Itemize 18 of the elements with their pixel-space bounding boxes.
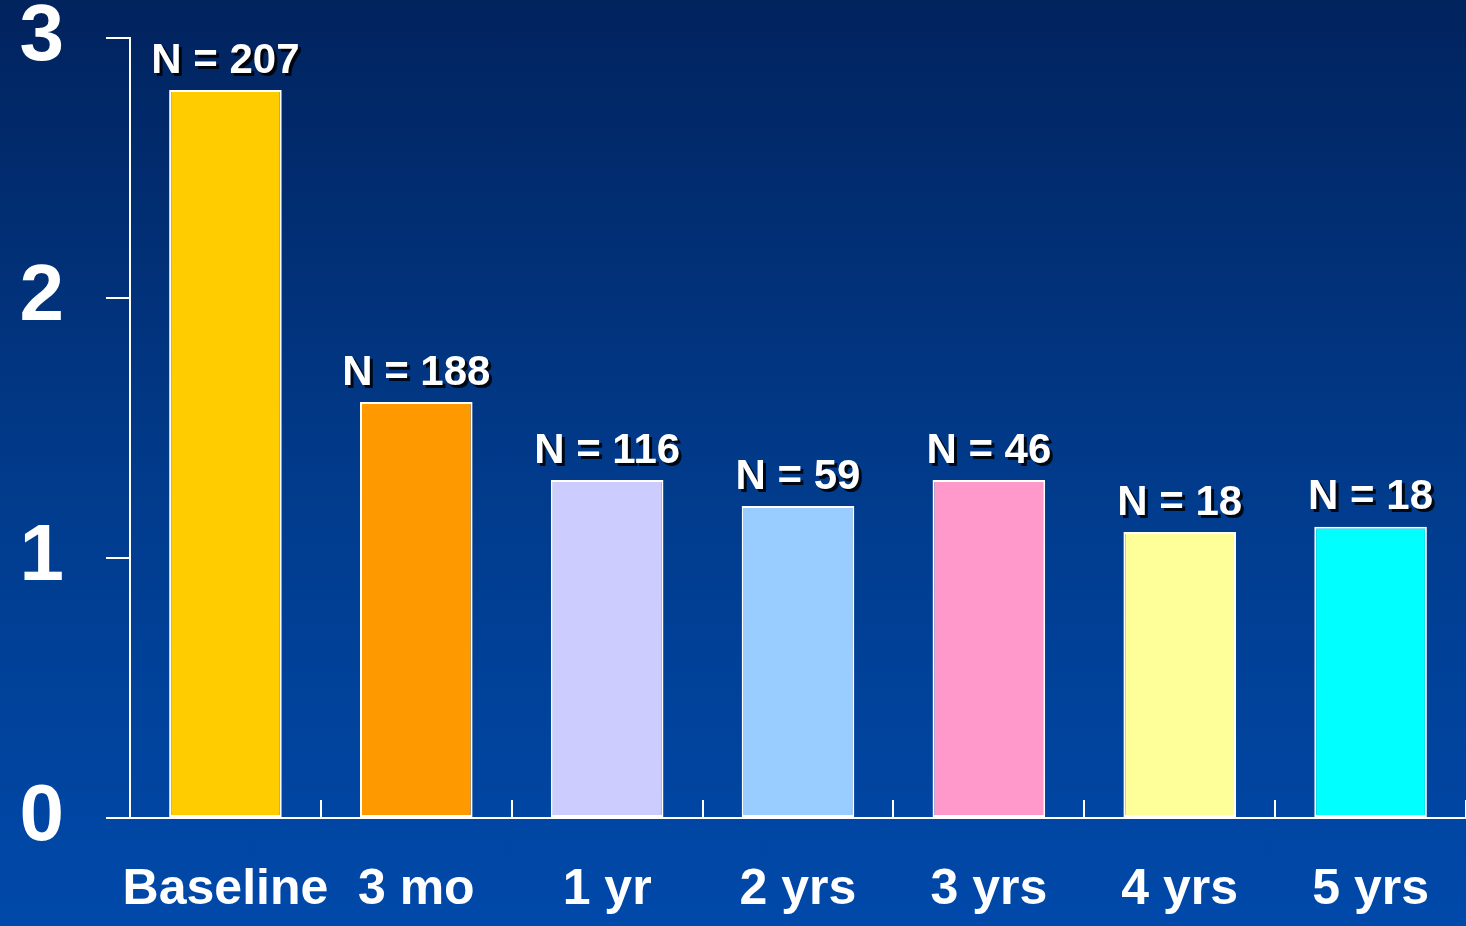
annotation: N = 18 — [1308, 471, 1434, 519]
x-tick-label: 3 mo — [357, 858, 475, 915]
x-tick-label: 1 yr — [562, 858, 652, 915]
x-tick-label: Baseline — [122, 858, 329, 915]
annotation: N = 46 — [926, 424, 1052, 472]
x-tick-label: 2 yrs — [739, 858, 857, 915]
annotation: N = 188 — [342, 346, 491, 394]
x-tick-label: 5 yrs — [1312, 858, 1429, 915]
annotation: N = 207 — [151, 34, 300, 82]
y-tick-label: 1 — [19, 508, 64, 598]
x-tick-label: 4 yrs — [1121, 858, 1239, 915]
y-tick-label: 2 — [19, 248, 64, 338]
annotation: N = 18 — [1117, 476, 1243, 524]
y-tick-label: 0 — [19, 768, 64, 858]
annotation: N = 59 — [735, 450, 861, 498]
annotation: N = 116 — [534, 424, 681, 472]
x-tick-label: 3 yrs — [930, 858, 1048, 915]
y-tick-label: 3 — [19, 0, 64, 78]
